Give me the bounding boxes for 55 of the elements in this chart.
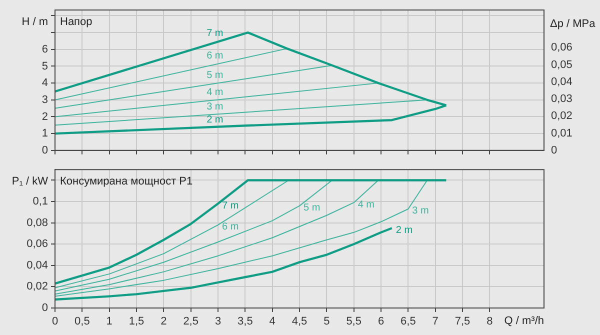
- x-tick-label: 6: [378, 316, 384, 328]
- y-axis-title: H / m: [22, 16, 48, 28]
- series-label: 4 m: [206, 86, 224, 98]
- series-label: 4 m: [358, 199, 375, 210]
- series-label: 5 m: [206, 70, 224, 81]
- series-label: 3 m: [412, 206, 429, 217]
- x-tick-label: 7: [432, 316, 438, 328]
- y-tick-label: 5: [42, 60, 48, 72]
- x-tick-label: 5: [324, 316, 330, 328]
- x-axis-title: Q / m³/h: [504, 315, 544, 328]
- y2-axis-title: Δp / MPa: [550, 18, 596, 30]
- y2-tick-label: 0,01: [551, 127, 572, 140]
- y2-tick-label: 0,04: [551, 76, 572, 88]
- text: Напор: [60, 16, 92, 28]
- y-tick-label: 0: [42, 302, 48, 314]
- y-tick-label: 4: [42, 77, 48, 90]
- x-tick-label: 7,5: [454, 316, 470, 328]
- series-label: 2 m: [206, 114, 224, 126]
- text: Консумирана мощност P1: [60, 176, 193, 188]
- x-tick-label: 1: [106, 316, 112, 328]
- x-tick-label: 2: [160, 316, 167, 328]
- y-tick-label: 0: [42, 144, 48, 156]
- x-tick-label: 0,5: [74, 316, 90, 328]
- series-label: 6 m: [222, 222, 239, 233]
- y-tick-label: 3: [42, 94, 48, 106]
- x-tick-label: 4,5: [292, 316, 308, 328]
- y-tick-label: 2: [42, 110, 48, 123]
- y-tick-label: 6: [42, 43, 48, 56]
- x-tick-label: 1,5: [128, 316, 144, 328]
- y2-tick-label: 0: [551, 144, 558, 156]
- y2-tick-label: 0,05: [551, 58, 572, 71]
- series-label: 5 m: [304, 202, 320, 214]
- y-tick-label: 0,02: [26, 280, 48, 293]
- x-tick-label: 2,5: [183, 316, 198, 328]
- x-tick-label: 3,5: [238, 316, 253, 328]
- series-label: 7 m: [206, 28, 224, 39]
- y-axis-title: P₁ / kW: [12, 176, 49, 188]
- x-tick-label: 0: [52, 316, 58, 328]
- x-tick-label: 3: [214, 316, 222, 328]
- y2-tick-label: 0,02: [551, 110, 572, 122]
- y2-tick-label: 0,03: [551, 93, 572, 106]
- y-tick-label: 1: [42, 128, 48, 140]
- y-tick-label: 0,06: [26, 238, 48, 250]
- y-tick-label: 0,08: [26, 216, 48, 229]
- y-tick-label: 0,04: [26, 259, 48, 272]
- x-tick-label: 6,5: [400, 316, 416, 328]
- series-label: 2 m: [396, 224, 413, 236]
- series-label: 6 m: [206, 50, 224, 62]
- x-tick-label: 8: [486, 316, 493, 328]
- y-tick-label: 0,1: [32, 196, 48, 208]
- x-tick-label: 4: [269, 316, 276, 328]
- series-label: 7 m: [222, 200, 239, 212]
- x-tick-label: 5,5: [346, 316, 362, 328]
- y2-tick-label: 0,06: [551, 42, 572, 54]
- series-label: 3 m: [206, 101, 224, 112]
